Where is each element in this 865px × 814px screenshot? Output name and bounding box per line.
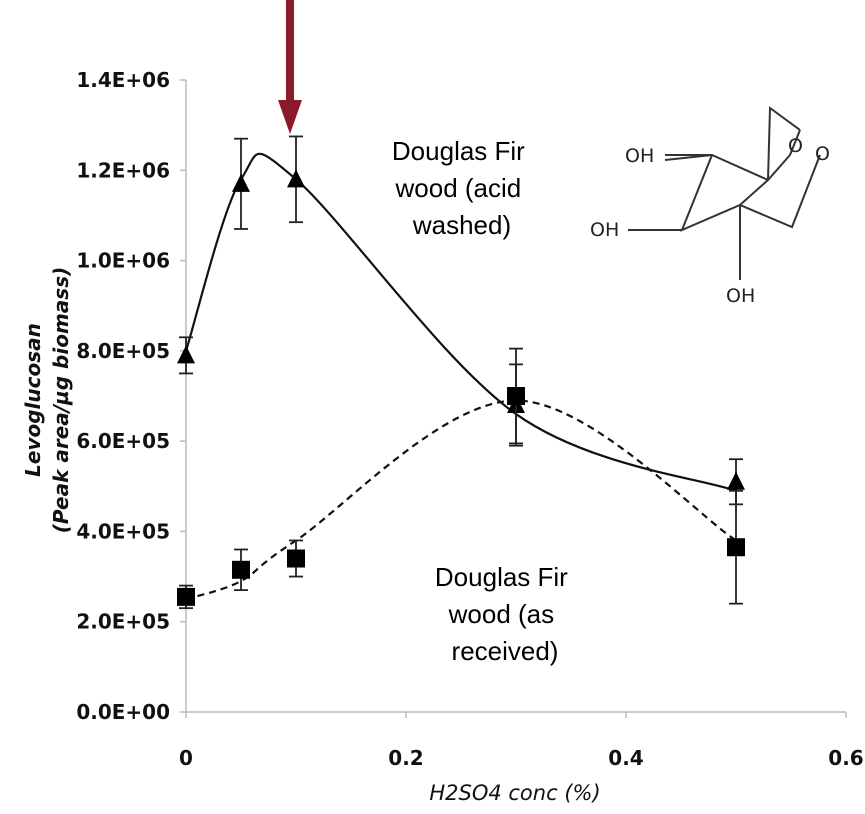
square-marker xyxy=(232,560,250,579)
x-tick-label: 0.6 xyxy=(828,746,863,770)
ring-oxygen-2: O xyxy=(815,143,830,165)
annotation-as-received: Douglas Fir wood (as received) xyxy=(435,562,575,666)
oh-label-3: OH xyxy=(726,285,755,307)
y-tick-labels: 0.0E+00 2.0E+05 4.0E+05 6.0E+05 8.0E+05 1.0E+… xyxy=(76,68,186,724)
triangle-marker xyxy=(287,169,305,188)
square-marker xyxy=(507,387,525,405)
series-line xyxy=(185,399,737,601)
annotation-acid-washed: Douglas Fir wood (acid washed) xyxy=(392,136,532,240)
arrow-shaft xyxy=(286,0,294,104)
x-tick-labels: 0 0.2 0.4 0.6 xyxy=(179,712,864,770)
ring-bonds xyxy=(664,106,821,270)
levoglucosan-structure xyxy=(628,106,821,280)
square-marker xyxy=(177,587,195,606)
y-axis-title-line2: (Peak area/µg biomass) xyxy=(49,267,73,534)
triangle-marker xyxy=(232,173,250,192)
x-tick-label: 0.2 xyxy=(388,746,423,770)
y-tick-label: 6.0E+05 xyxy=(76,429,170,453)
y-tick-label: 1.0E+06 xyxy=(76,249,170,273)
series-line xyxy=(184,152,737,492)
y-tick-label: 1.2E+06 xyxy=(76,158,170,182)
series-as-received xyxy=(177,347,745,610)
x-axis-title: H2SO4 conc (%) xyxy=(429,781,600,805)
square-marker xyxy=(287,549,305,568)
annotation-as-received-line2: wood (as xyxy=(448,599,555,629)
y-tick-label: 1.4E+06 xyxy=(76,68,170,92)
structure-labels: OH OH OH O O xyxy=(590,135,830,307)
annotation-acid-washed-line2: wood (acid xyxy=(395,173,522,203)
annotation-as-received-line1: Douglas Fir xyxy=(435,562,568,592)
x-tick-label: 0.4 xyxy=(608,746,643,770)
oh-label-1: OH xyxy=(625,145,654,167)
annotation-acid-washed-line1: Douglas Fir xyxy=(392,136,525,166)
arrow-head xyxy=(278,100,302,134)
y-axis-title-line1: Levoglucosan xyxy=(21,323,45,477)
triangle-marker xyxy=(727,471,745,490)
annotation-as-received-line3: received) xyxy=(452,636,559,666)
highlight-arrow xyxy=(278,0,302,134)
ring-oxygen-1: O xyxy=(788,135,803,157)
y-tick-label: 4.0E+05 xyxy=(76,519,170,543)
y-tick-label: 0.0E+00 xyxy=(76,700,170,724)
y-tick-label: 2.0E+05 xyxy=(76,610,170,634)
square-marker xyxy=(727,538,745,557)
y-tick-label: 8.0E+05 xyxy=(76,339,170,363)
x-tick-label: 0 xyxy=(179,746,193,770)
annotation-acid-washed-line3: washed) xyxy=(412,210,511,240)
triangle-marker xyxy=(177,345,195,364)
oh-label-2: OH xyxy=(590,219,619,241)
